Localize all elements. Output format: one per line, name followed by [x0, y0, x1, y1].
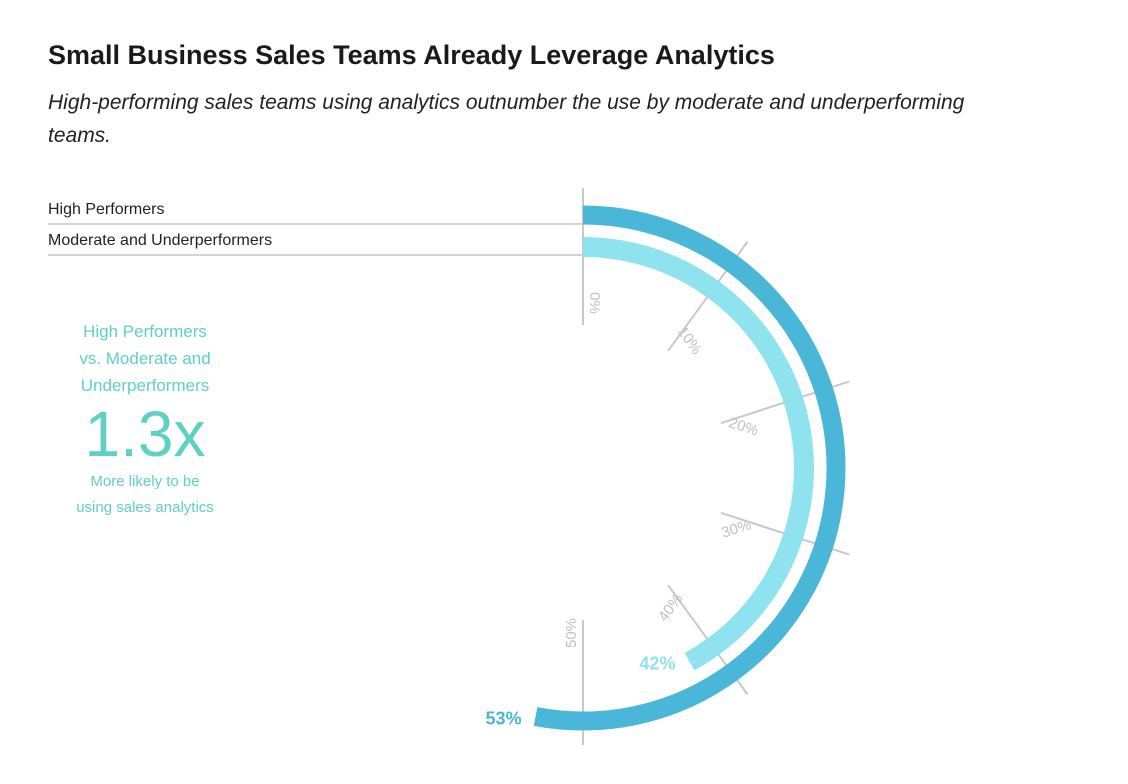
chart-title: Small Business Sales Teams Already Lever… [48, 40, 775, 70]
chart-subtitle: High-performing sales teams using analyt… [48, 91, 965, 147]
callout-value: 1.3x [84, 398, 206, 470]
callout: High Performers vs. Moderate and Underpe… [40, 318, 250, 521]
tick-label-40: 40% [655, 590, 686, 624]
value-label-1: 42% [639, 654, 675, 674]
callout-sub1: More likely to be [90, 473, 200, 490]
callout-line1: High Performers [83, 322, 207, 341]
tick-label-50: 50% [563, 618, 580, 648]
tick-label-10: 10% [674, 324, 705, 358]
bar-high-performers [533, 205, 846, 731]
callout-line3: Underperformers [80, 376, 210, 395]
bar-moderate-underperformers [582, 237, 814, 671]
tick-label-20: 20% [727, 414, 761, 439]
tick-label-30: 30% [719, 516, 753, 541]
tick-label-0: 0% [586, 292, 603, 314]
value-label-0: 53% [486, 709, 522, 729]
legend-high-performers: High Performers [48, 201, 583, 225]
callout-sub2: using sales analytics [76, 499, 214, 516]
callout-line2: vs. Moderate and [79, 349, 211, 368]
legend-moderate-underperformers: Moderate and Underperformers [48, 232, 583, 256]
